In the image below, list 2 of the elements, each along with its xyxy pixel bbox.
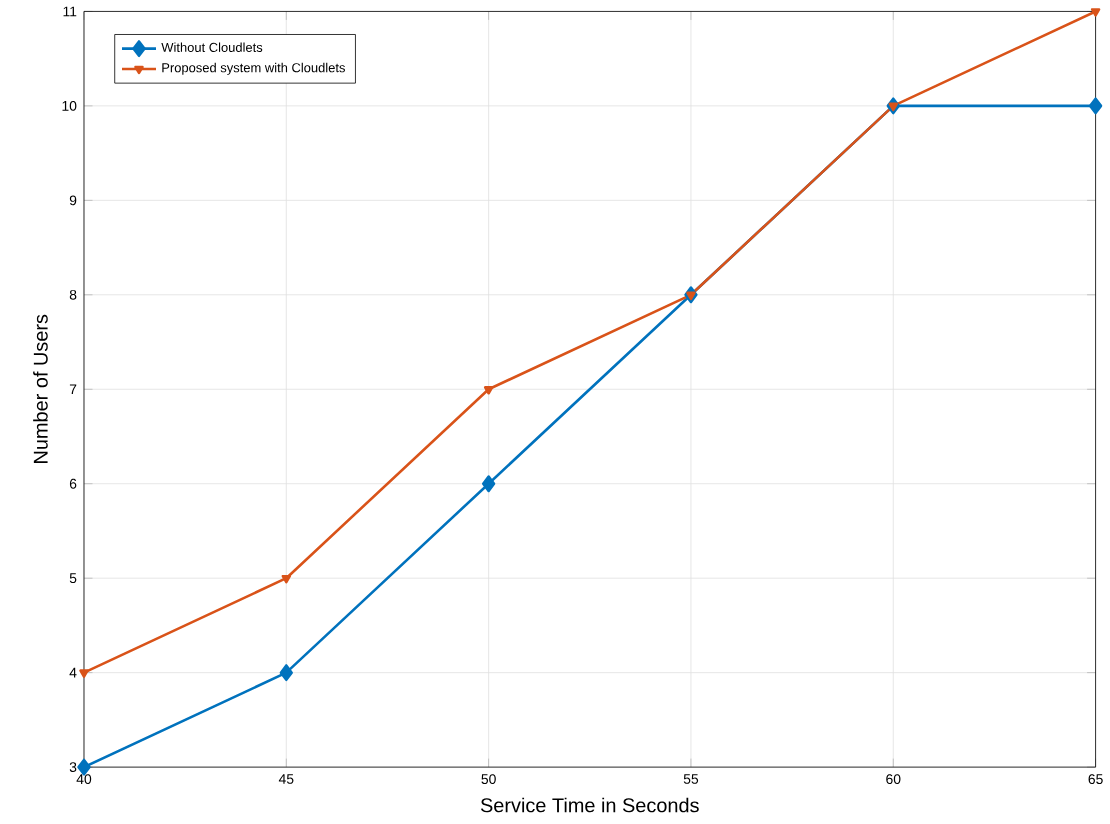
- x-axis-title: Service Time in Seconds: [480, 798, 699, 813]
- y-axis-title: Number of Users: [33, 315, 48, 464]
